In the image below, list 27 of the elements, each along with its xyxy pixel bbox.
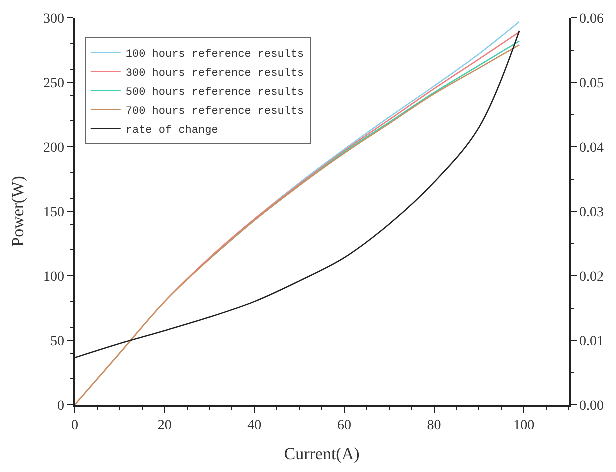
x-tick-label: 20 <box>158 418 172 434</box>
y2-tick-label: 0.06 <box>580 12 604 27</box>
x-tick-label: 80 <box>427 418 442 434</box>
y-tick-label: 0 <box>57 398 64 414</box>
x-tick-label: 60 <box>337 418 352 434</box>
legend-label: 100 hours reference results <box>126 49 304 62</box>
y2-tick-label: 0.00 <box>580 398 604 414</box>
x-tick-label: 0 <box>72 418 78 434</box>
y2-tick-label: 0.02 <box>580 270 604 285</box>
y2-tick-label: 0.01 <box>580 334 604 350</box>
legend-label: rate of change <box>126 125 218 138</box>
y-tick-label: 150 <box>43 205 64 220</box>
legend-label: 500 hours reference results <box>126 87 304 100</box>
x-axis-title: Current(A) <box>284 444 360 464</box>
y2-tick-label: 0.05 <box>580 76 604 92</box>
y-tick-label: 250 <box>43 76 64 92</box>
y2-tick-label: 0.04 <box>580 140 604 156</box>
y-tick-label: 50 <box>50 334 64 350</box>
x-tick-label: 40 <box>248 418 262 434</box>
legend-label: 300 hours reference results <box>126 68 304 80</box>
x-tick-label: 100 <box>514 418 535 434</box>
y2-tick-label: 0.03 <box>580 205 604 220</box>
legend-label: 700 hours reference results <box>126 106 304 118</box>
y-tick-label: 300 <box>43 12 64 27</box>
y-axis-title: Power(W) <box>8 176 28 247</box>
y-tick-label: 100 <box>43 270 64 285</box>
y-tick-label: 200 <box>43 140 64 156</box>
